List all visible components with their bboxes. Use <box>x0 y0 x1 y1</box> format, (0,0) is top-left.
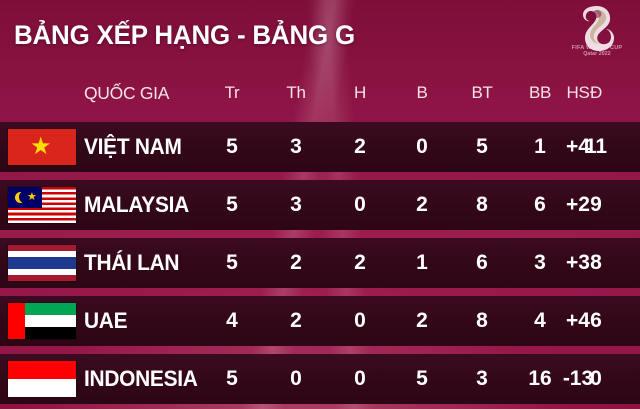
cell-th: 3 <box>290 193 302 216</box>
cell-hs: +2 <box>566 193 590 216</box>
table-column-header: QUỐC GIA Tr Th H B BT BB HS Đ <box>0 76 640 110</box>
cell-h: 2 <box>354 135 366 158</box>
table-row[interactable]: VIỆT NAM 5 3 2 0 5 1 +4 11 <box>0 122 640 172</box>
column-header-h: H <box>354 83 366 102</box>
country-name: MALAYSIA <box>84 192 189 217</box>
cell-tr: 5 <box>226 193 238 216</box>
flag-indonesia-icon <box>8 361 76 397</box>
column-header-bt: BT <box>471 83 493 102</box>
cell-d: 6 <box>590 309 602 332</box>
cell-bt: 5 <box>476 135 488 158</box>
cell-bt: 3 <box>476 367 488 390</box>
cell-hs: +4 <box>566 309 590 332</box>
country-name: VIỆT NAM <box>84 134 182 159</box>
cell-bb: 1 <box>534 135 546 158</box>
cell-th: 2 <box>290 251 302 274</box>
header: BẢNG XẾP HẠNG - BẢNG G FIFA WORLD CUP Qa… <box>0 0 640 72</box>
cell-b: 2 <box>416 193 428 216</box>
page-title: BẢNG XẾP HẠNG - BẢNG G <box>14 20 355 50</box>
cell-hs: -13 <box>562 367 594 390</box>
fifa-world-cup-qatar-2022-logo-icon <box>583 6 614 51</box>
cell-bt: 6 <box>476 251 488 274</box>
column-header-d: Đ <box>590 83 602 102</box>
fifa-world-cup-logo-text: FIFA WORLD CUP Qatar 2022 <box>562 45 632 57</box>
table-row[interactable]: ★ MALAYSIA 5 3 0 2 8 6 +2 9 <box>0 180 640 230</box>
column-header-country: QUỐC GIA <box>84 83 170 103</box>
cell-th: 3 <box>290 135 302 158</box>
standings-table-body: VIỆT NAM 5 3 2 0 5 1 +4 11 ★ MALAYSIA 5 3 0 2 8 6 +2 9 THÁI… <box>0 122 640 409</box>
flag-thailand-icon <box>8 245 76 281</box>
cell-bt: 8 <box>476 309 488 332</box>
table-row[interactable]: THÁI LAN 5 2 2 1 6 3 +3 8 <box>0 238 640 288</box>
cell-b: 1 <box>416 251 428 274</box>
cell-bb: 3 <box>534 251 546 274</box>
column-header-bb: BB <box>528 83 552 102</box>
flag-uae-icon <box>8 303 76 339</box>
cell-hs: +3 <box>566 251 590 274</box>
cell-b: 2 <box>416 309 428 332</box>
flag-malaysia-icon: ★ <box>8 187 76 223</box>
country-name: INDONESIA <box>84 366 198 391</box>
cell-d: 0 <box>590 367 602 390</box>
table-row[interactable]: INDONESIA 5 0 0 5 3 16 -13 0 <box>0 354 640 404</box>
cell-d: 11 <box>584 135 608 158</box>
cell-tr: 4 <box>226 309 238 332</box>
cell-th: 0 <box>290 367 302 390</box>
cell-b: 5 <box>416 367 428 390</box>
country-name: THÁI LAN <box>84 250 180 275</box>
logo-line1: FIFA WORLD CUP <box>571 45 623 51</box>
cell-bb: 16 <box>528 367 552 390</box>
cell-tr: 5 <box>226 251 238 274</box>
cell-h: 0 <box>354 193 366 216</box>
cell-tr: 5 <box>226 135 238 158</box>
cell-h: 2 <box>354 251 366 274</box>
column-header-th: Th <box>286 83 306 102</box>
cell-bb: 4 <box>534 309 546 332</box>
cell-bb: 6 <box>534 193 546 216</box>
cell-h: 0 <box>354 367 366 390</box>
cell-th: 2 <box>290 309 302 332</box>
cell-b: 0 <box>416 135 428 158</box>
cell-hs: +4 <box>566 135 590 158</box>
logo-line2: Qatar 2022 <box>583 50 611 57</box>
cell-d: 9 <box>590 193 602 216</box>
column-header-hs: HS <box>566 83 590 102</box>
country-name: UAE <box>84 308 128 333</box>
table-row[interactable]: UAE 4 2 0 2 8 4 +4 6 <box>0 296 640 346</box>
cell-tr: 5 <box>226 367 238 390</box>
cell-d: 8 <box>590 251 602 274</box>
cell-bt: 8 <box>476 193 488 216</box>
cell-h: 0 <box>354 309 366 332</box>
column-header-b: B <box>416 83 428 102</box>
column-header-tr: Tr <box>224 83 240 102</box>
flag-vietnam-icon <box>8 129 76 165</box>
